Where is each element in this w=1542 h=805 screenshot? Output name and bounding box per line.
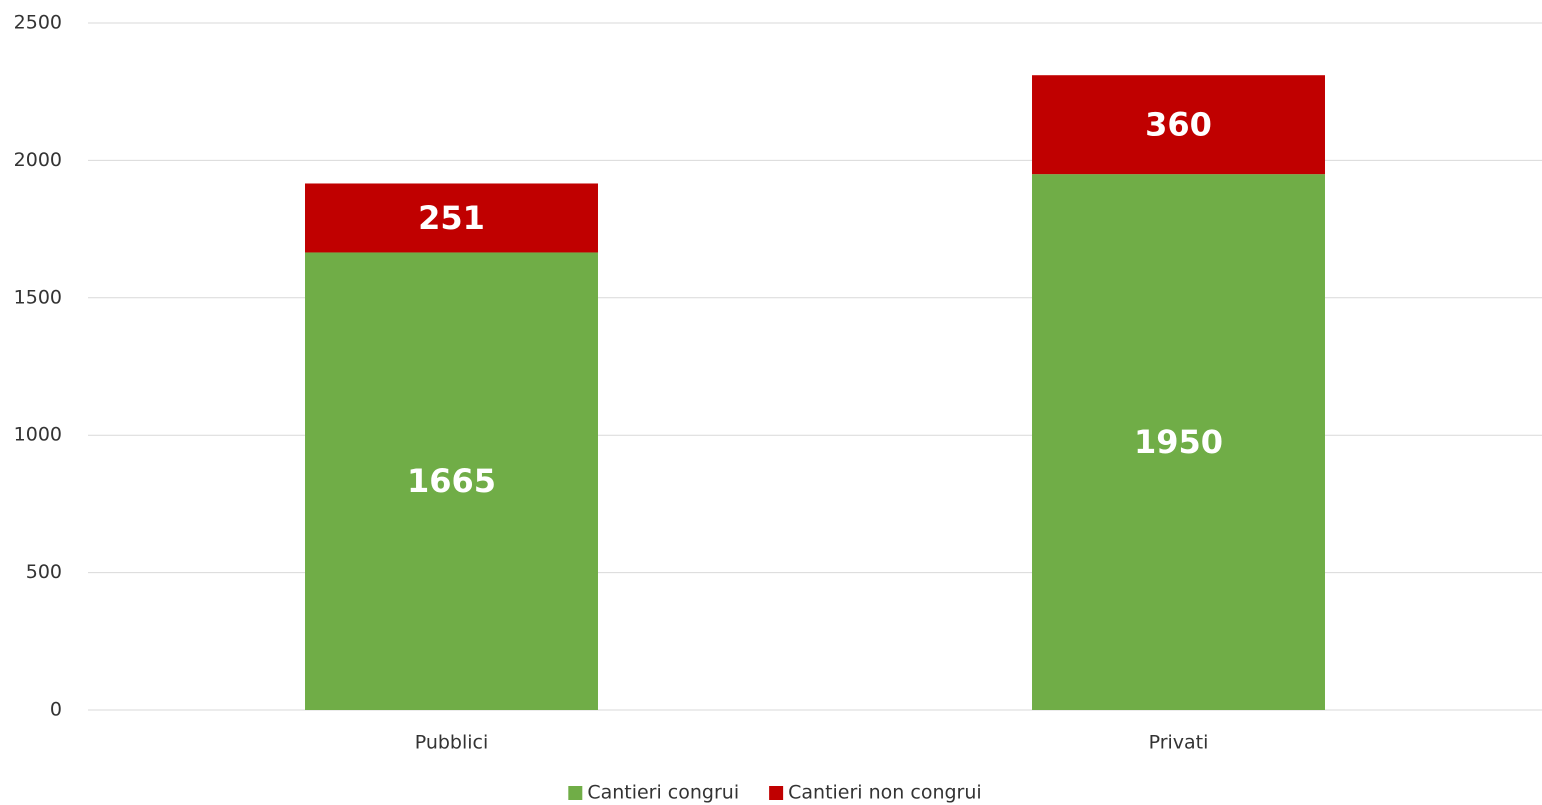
bar-segment [305, 183, 598, 253]
x-tick-label: Pubblici [415, 732, 489, 754]
bar-segment [1032, 75, 1325, 175]
data-label: 360 [1145, 106, 1212, 144]
legend-swatch [769, 786, 784, 800]
data-label: 1950 [1134, 423, 1223, 461]
bar-segment [1032, 174, 1325, 710]
y-tick-label: 1000 [14, 424, 62, 446]
bar-segment [305, 252, 598, 710]
y-tick-label: 500 [26, 561, 62, 583]
legend-swatch [568, 786, 583, 800]
y-tick-label: 2000 [14, 149, 62, 171]
data-label: 1665 [407, 462, 496, 500]
data-label: 251 [418, 199, 485, 237]
y-tick-label: 0 [50, 699, 62, 721]
legend-label: Cantieri congrui [587, 782, 739, 804]
y-tick-label: 1500 [14, 286, 62, 308]
x-tick-label: Privati [1149, 732, 1209, 754]
legend-label: Cantieri non congrui [788, 782, 982, 804]
y-tick-label: 2500 [14, 12, 62, 34]
